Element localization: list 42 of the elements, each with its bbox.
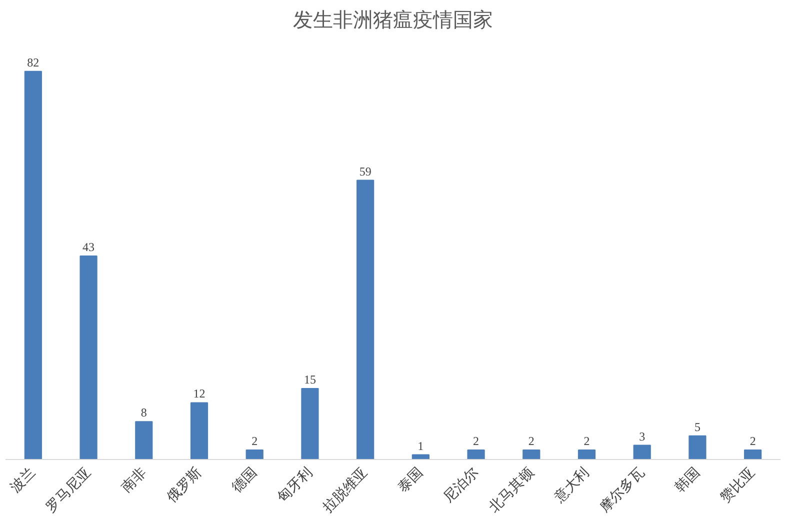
bar <box>135 421 153 460</box>
data-label: 2 <box>252 434 258 448</box>
data-label: 43 <box>82 240 95 254</box>
x-tick-label: 意大利 <box>550 464 592 507</box>
data-label: 8 <box>140 406 147 420</box>
bar <box>578 450 596 460</box>
bar <box>80 256 98 460</box>
bar <box>246 450 264 460</box>
x-tick-label: 俄罗斯 <box>164 464 205 506</box>
bar <box>522 450 540 460</box>
x-tick-label: 摩尔多瓦 <box>596 464 648 516</box>
x-tick-label: 拉脱维亚 <box>320 464 371 516</box>
x-tick-label: 北马其顿 <box>486 464 538 516</box>
x-tick-label: 泰国 <box>395 464 426 496</box>
data-label: 2 <box>750 434 756 448</box>
data-label: 15 <box>304 372 316 387</box>
bar <box>744 450 762 460</box>
bar <box>688 435 706 460</box>
bar <box>24 70 42 460</box>
data-label: 59 <box>359 164 372 178</box>
data-label: 5 <box>694 420 700 434</box>
data-label: 82 <box>27 55 40 70</box>
x-tick-label: 韩国 <box>672 464 704 496</box>
data-label: 2 <box>584 434 590 448</box>
x-tick-label: 尼泊尔 <box>440 464 482 506</box>
x-tick-label: 南非 <box>118 464 150 496</box>
bar <box>467 450 485 460</box>
x-tick-label: 波兰 <box>8 464 39 496</box>
bar <box>301 388 319 460</box>
x-tick-label: 赞比亚 <box>717 464 758 506</box>
data-label: 2 <box>528 434 534 448</box>
x-tick-label: 匈牙利 <box>274 464 316 506</box>
bar <box>356 180 374 460</box>
bar <box>633 444 651 460</box>
data-label: 3 <box>639 429 646 444</box>
data-label: 2 <box>473 434 480 448</box>
data-label: 1 <box>418 438 424 453</box>
bar <box>190 402 208 460</box>
data-label: 12 <box>193 386 206 401</box>
x-tick-label: 罗马尼亚 <box>43 464 94 516</box>
chart-title: 发生非洲猪瘟疫情国家 <box>293 8 493 32</box>
x-tick-label: 德国 <box>229 464 260 496</box>
